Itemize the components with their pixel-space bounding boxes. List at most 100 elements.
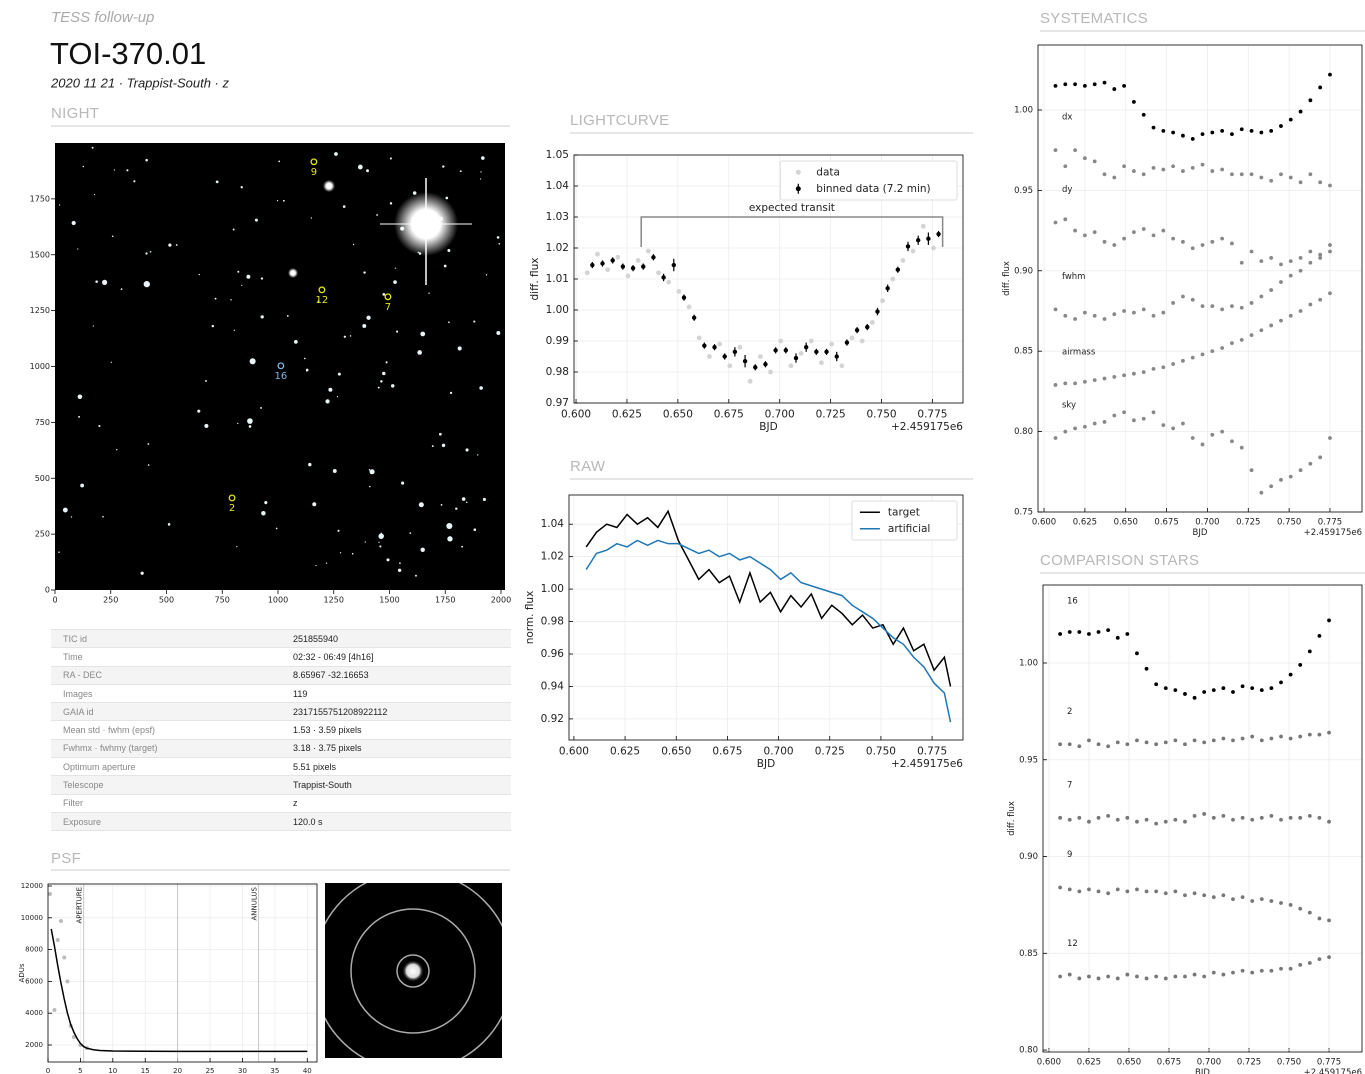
data-point bbox=[1250, 301, 1254, 305]
x-offset-label: +2.459175e6 bbox=[1304, 1068, 1362, 1074]
field-star bbox=[479, 386, 483, 390]
data-point bbox=[1279, 172, 1283, 176]
psf-star bbox=[402, 960, 424, 982]
data-point bbox=[1125, 973, 1129, 977]
y-tick-label: 250 bbox=[35, 530, 50, 539]
info-row: TIC id251855940 bbox=[51, 630, 511, 648]
data-point bbox=[1164, 686, 1168, 690]
field-star bbox=[395, 268, 396, 269]
data-point bbox=[1308, 961, 1312, 965]
data-point bbox=[1240, 261, 1244, 265]
field-star bbox=[390, 202, 392, 204]
field-star bbox=[93, 325, 94, 326]
field-star bbox=[59, 204, 60, 205]
field-star bbox=[121, 288, 123, 290]
data-point bbox=[1212, 816, 1216, 820]
x-tick-label: 0.650 bbox=[663, 408, 693, 420]
data-point bbox=[1087, 739, 1091, 743]
data-point bbox=[1298, 735, 1302, 739]
binned-point bbox=[621, 264, 625, 268]
x-tick-label: 0.725 bbox=[816, 408, 846, 420]
data-point bbox=[1171, 301, 1175, 305]
field-star bbox=[340, 552, 341, 553]
data-point bbox=[1259, 259, 1263, 263]
data-point bbox=[1152, 314, 1156, 318]
data-point bbox=[1299, 256, 1303, 260]
y-axis-label: norm. flux bbox=[524, 591, 536, 645]
field-star bbox=[442, 444, 445, 447]
info-key: GAIA id bbox=[51, 703, 281, 721]
data-point bbox=[1083, 84, 1087, 88]
field-star bbox=[168, 244, 171, 247]
field-star bbox=[312, 502, 316, 506]
data-point bbox=[1308, 733, 1312, 737]
field-star bbox=[145, 252, 147, 254]
data-point bbox=[1202, 690, 1206, 694]
field-star bbox=[308, 463, 311, 466]
data-point bbox=[1054, 383, 1058, 387]
x-offset-label: +2.459175e6 bbox=[891, 758, 963, 770]
data-point bbox=[1125, 632, 1129, 636]
data-point bbox=[1122, 410, 1126, 414]
field-star bbox=[447, 249, 450, 252]
data-point bbox=[1260, 739, 1264, 743]
data-point bbox=[1259, 491, 1263, 495]
y-tick-label: 6000 bbox=[25, 977, 43, 985]
binned-point bbox=[753, 365, 757, 369]
data-point bbox=[1279, 967, 1283, 971]
data-point bbox=[1093, 82, 1097, 86]
binned-point bbox=[600, 261, 604, 265]
x-tick-label: 0.775 bbox=[1318, 518, 1342, 528]
data-point bbox=[1132, 418, 1136, 422]
data-point bbox=[1270, 686, 1274, 690]
data-point bbox=[1097, 977, 1101, 981]
data-point bbox=[1106, 814, 1110, 818]
data-point bbox=[1328, 73, 1332, 77]
data-point bbox=[595, 252, 600, 257]
field-star bbox=[261, 511, 266, 516]
data-point bbox=[1221, 814, 1225, 818]
field-star bbox=[234, 330, 235, 331]
binned-point bbox=[661, 275, 665, 279]
x-tick-label: 500 bbox=[159, 595, 174, 604]
legend-label: target bbox=[888, 506, 920, 518]
data-point bbox=[1201, 443, 1205, 447]
info-row: RA - DEC8.65967 -32.16653 bbox=[51, 666, 511, 684]
data-point bbox=[1145, 889, 1149, 893]
field-star bbox=[391, 384, 394, 387]
data-point bbox=[1063, 381, 1067, 385]
field-star bbox=[230, 299, 231, 300]
x-axis-label: BJD bbox=[757, 758, 775, 770]
data-point bbox=[1270, 814, 1274, 818]
binned-point bbox=[641, 264, 645, 268]
data-point bbox=[1212, 739, 1216, 743]
field-star bbox=[141, 572, 144, 575]
field-star bbox=[465, 448, 468, 451]
field-star bbox=[376, 214, 378, 216]
field-star bbox=[277, 200, 278, 201]
info-value: z bbox=[281, 794, 511, 812]
data-point bbox=[1241, 737, 1245, 741]
data-point bbox=[717, 342, 722, 347]
data-point bbox=[1183, 975, 1187, 979]
data-point bbox=[1077, 744, 1081, 748]
field-star bbox=[358, 165, 363, 170]
data-point bbox=[1058, 742, 1062, 746]
field-star bbox=[315, 565, 316, 566]
field-star bbox=[386, 361, 388, 363]
y-tick-label: 0 bbox=[45, 586, 50, 595]
data-point bbox=[1241, 895, 1245, 899]
x-tick-label: 0.600 bbox=[559, 745, 589, 757]
binned-point bbox=[855, 328, 859, 332]
x-axis-label: BJD bbox=[759, 421, 777, 433]
data-point bbox=[799, 351, 804, 356]
data-point bbox=[1240, 446, 1244, 450]
binned-point bbox=[804, 345, 808, 349]
data-point bbox=[1161, 168, 1165, 172]
field-star bbox=[95, 280, 98, 283]
data-point bbox=[1054, 84, 1058, 88]
data-point bbox=[1087, 820, 1091, 824]
field-star bbox=[276, 528, 278, 530]
field-star bbox=[393, 280, 397, 284]
